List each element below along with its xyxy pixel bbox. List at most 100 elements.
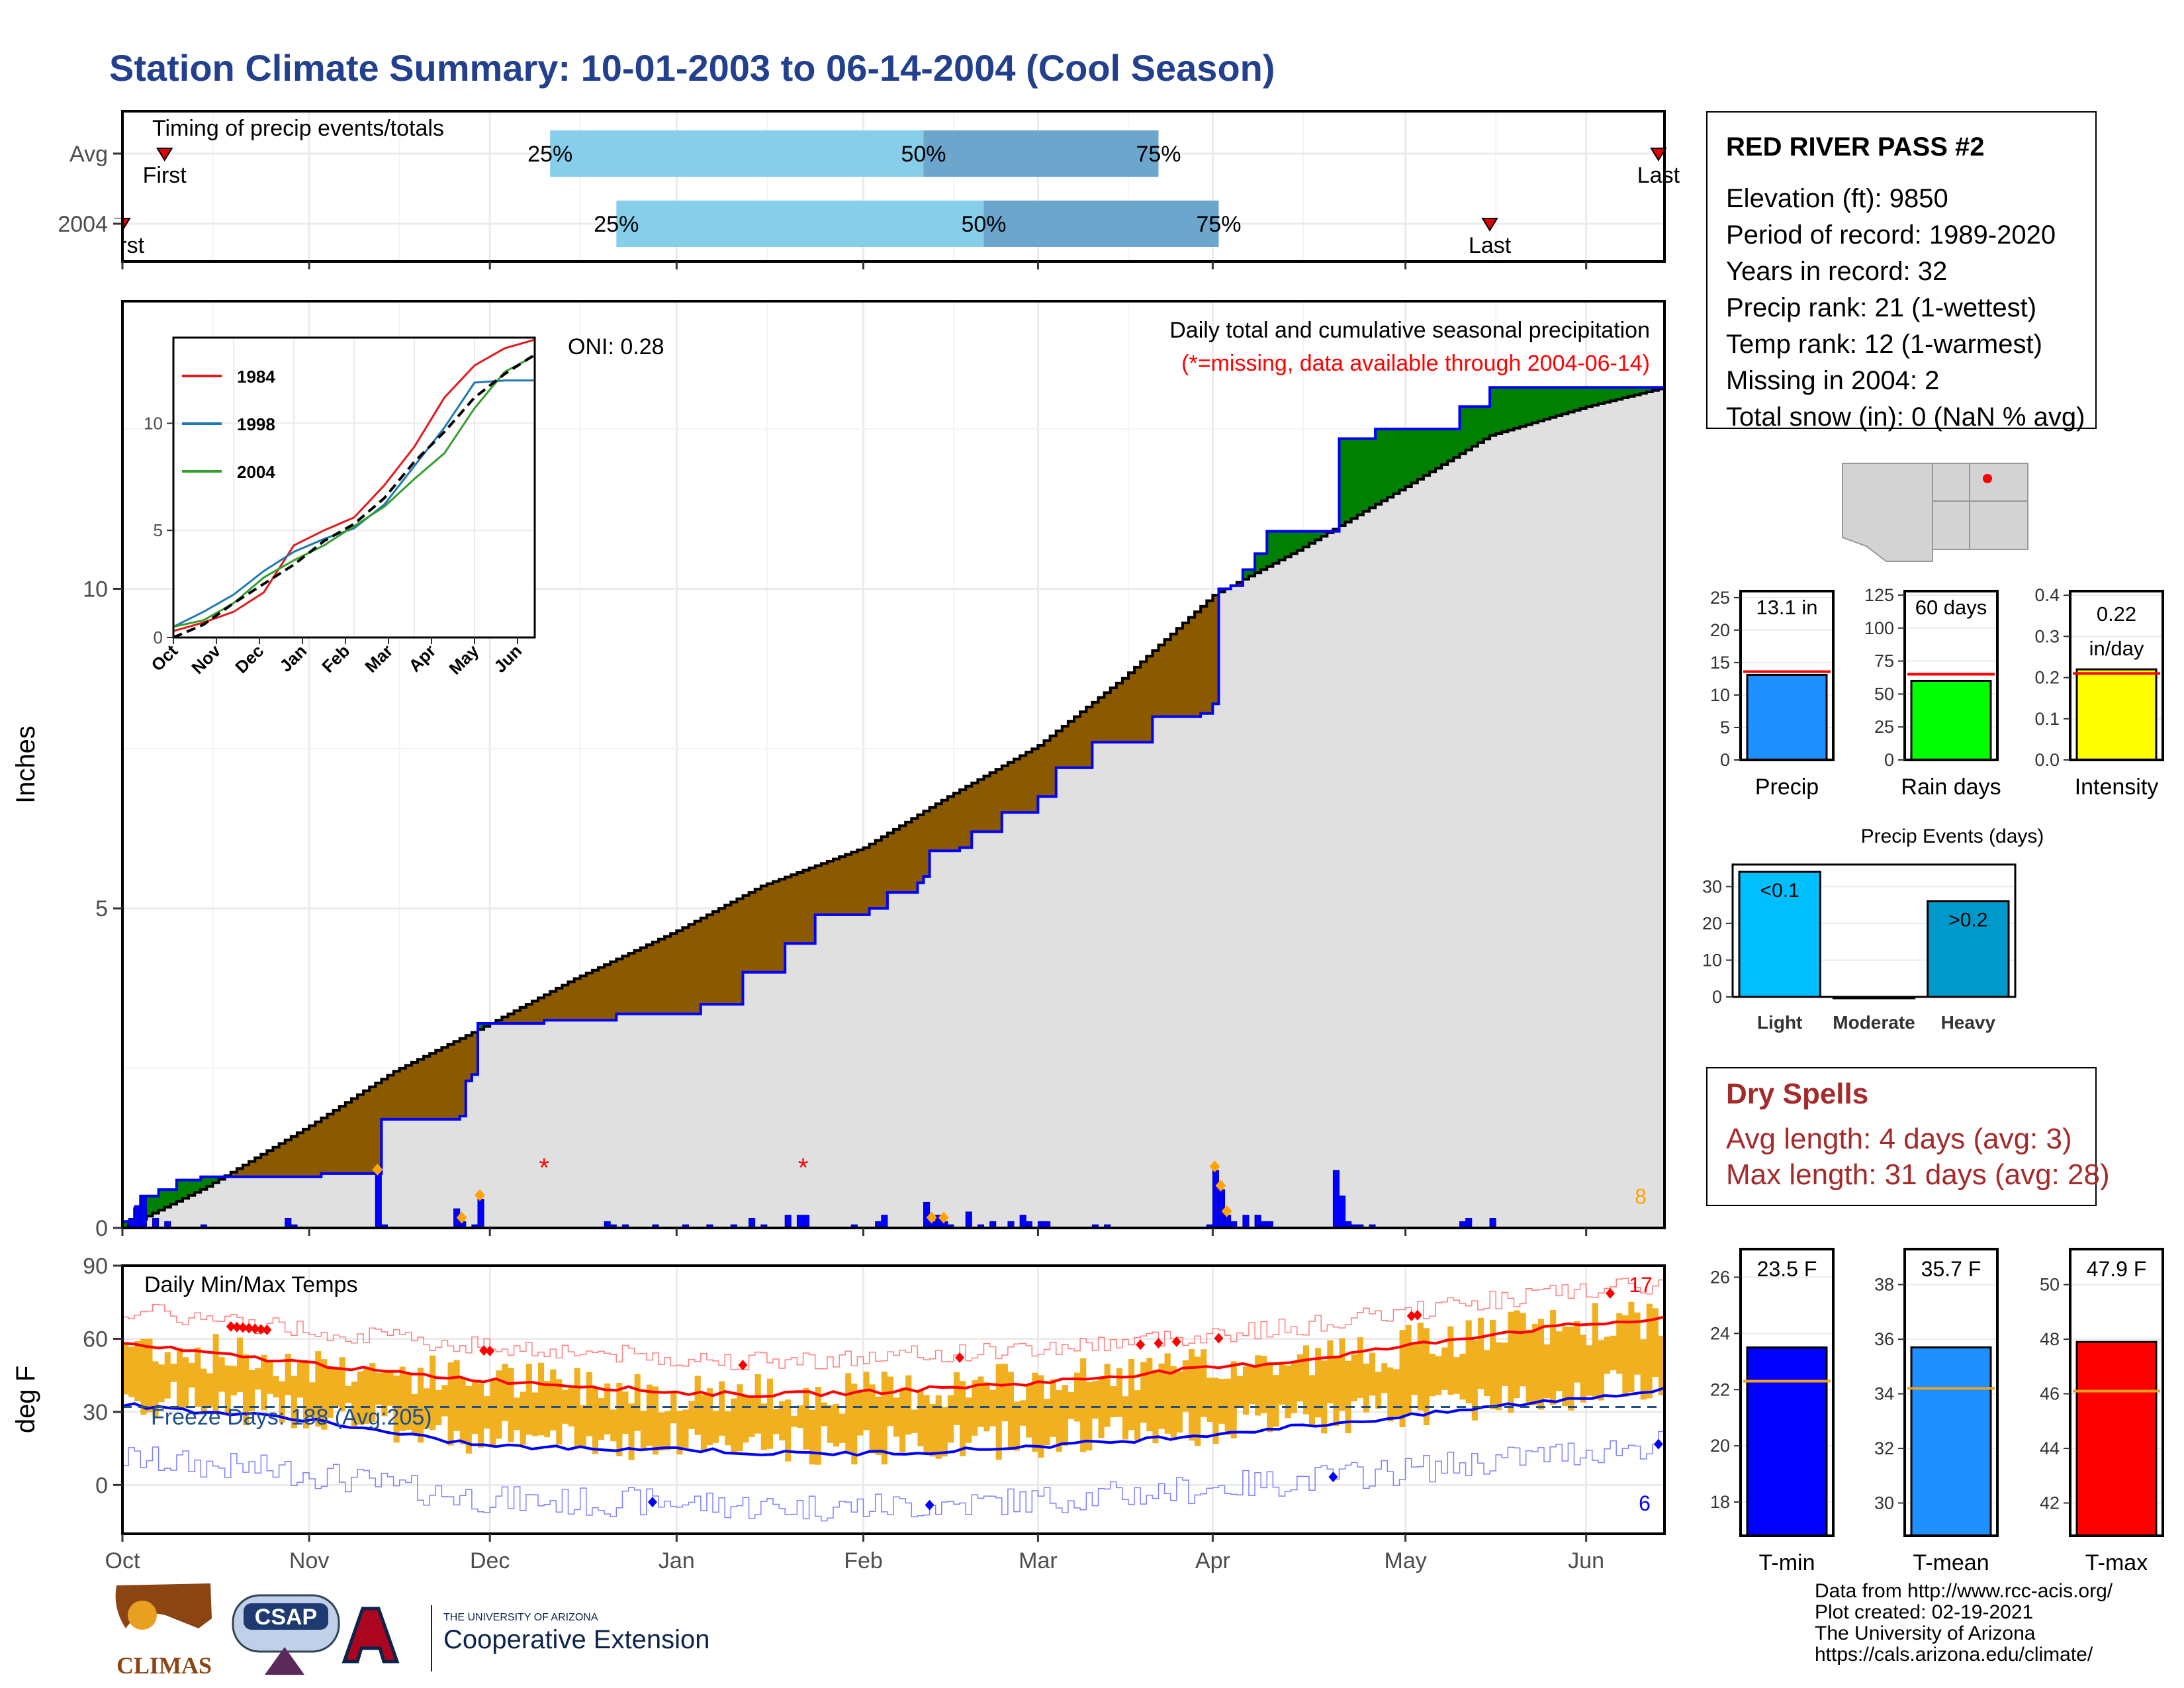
cum-subtitle: (*=missing, data available through 2004-… bbox=[1181, 351, 1650, 376]
logos: CLIMAS CSAP THE UNIVERSITY OF ARIZONA Coope… bbox=[115, 1583, 709, 1679]
events-bar-label-light: <0.1 bbox=[1760, 880, 1799, 902]
station-precip-rank: Precip rank: 21 (1-wettest) bbox=[1726, 293, 2037, 322]
daily-precip-bar bbox=[285, 1218, 292, 1229]
record-high-marker bbox=[232, 1321, 242, 1333]
tsum-0-y-tick-label: 22 bbox=[1710, 1380, 1730, 1399]
record-high-marker bbox=[955, 1352, 965, 1363]
daily-precip-bar bbox=[1019, 1215, 1026, 1229]
timing-q50-75-bar bbox=[983, 201, 1219, 247]
credit-plot-date: Plot created: 02-19-2021 bbox=[1815, 1601, 2034, 1623]
timing-row-label: Avg bbox=[69, 142, 108, 167]
climas-logo-shape bbox=[115, 1583, 212, 1628]
psum-1-frame bbox=[1903, 590, 1999, 761]
daily-precip-bar bbox=[881, 1215, 888, 1229]
daily-precip-bar bbox=[152, 1218, 159, 1229]
timing-q75-label: 75% bbox=[1136, 142, 1181, 167]
psum-2-y-tick-label: 0.2 bbox=[2034, 668, 2060, 688]
daily-precip-bar bbox=[802, 1215, 810, 1229]
dry-spells-avg: Avg length: 4 days (avg: 3) bbox=[1726, 1123, 2072, 1155]
tsum-0-bar bbox=[1746, 1346, 1828, 1537]
psum-0-y-tick-label: 15 bbox=[1710, 653, 1730, 673]
inset-series-1998 bbox=[173, 379, 535, 628]
csap-label-bg bbox=[244, 1603, 328, 1630]
timing-q25-label: 25% bbox=[527, 142, 572, 167]
temp-y-tick-label: 30 bbox=[83, 1400, 108, 1425]
record-high-marker bbox=[1154, 1338, 1163, 1349]
record-high-marker bbox=[485, 1345, 495, 1356]
heavy-precip-marker bbox=[1215, 1180, 1226, 1192]
heavy-precip-marker bbox=[1221, 1205, 1232, 1217]
record-high-marker bbox=[1136, 1339, 1146, 1350]
psum-1-y-tick-label: 125 bbox=[1864, 585, 1894, 605]
map-region bbox=[1842, 463, 2028, 562]
heavy-precip-marker bbox=[456, 1211, 467, 1224]
cum-y-tick-label: 10 bbox=[83, 577, 108, 602]
station-years: Years in record: 32 bbox=[1726, 257, 1948, 286]
credits: Data from http://www.rcc-acis.org/ Plot … bbox=[1815, 1581, 2113, 1665]
temp-title: Daily Min/Max Temps bbox=[144, 1272, 357, 1297]
daily-precip-bar bbox=[784, 1215, 792, 1229]
daily-precip-bar bbox=[1465, 1218, 1473, 1229]
timing-q50-label: 50% bbox=[901, 142, 946, 167]
tsum-0-y-tick-label: 24 bbox=[1710, 1323, 1730, 1343]
station-name: RED RIVER PASS #2 bbox=[1726, 132, 1985, 162]
record-high-marker bbox=[1406, 1311, 1416, 1322]
last-event-label: Last bbox=[1637, 163, 1680, 188]
inset-series-2004 bbox=[173, 355, 535, 628]
psum-1-y-tick-label: 50 bbox=[1874, 684, 1894, 704]
temp-y-tick-label: 60 bbox=[83, 1327, 108, 1352]
daily-precip-bar bbox=[375, 1173, 382, 1229]
record-low-count: 6 bbox=[1639, 1491, 1651, 1515]
tsum-1-y-tick-label: 32 bbox=[1874, 1438, 1894, 1458]
events-bar-label-heavy: >0.2 bbox=[1948, 910, 1987, 931]
tsum-1-frame bbox=[1903, 1248, 1999, 1537]
events-x-label-heavy: Heavy bbox=[1941, 1012, 1996, 1033]
timing-q25-50-bar bbox=[550, 130, 924, 177]
csap-logo-text: CSAP bbox=[255, 1605, 317, 1630]
station-period: Period of record: 1989-2020 bbox=[1726, 220, 2056, 250]
temp-x-tick-label: Apr bbox=[1195, 1548, 1230, 1573]
psum-value-unit-2: in/day bbox=[2089, 637, 2144, 660]
cum-y-tick-label: 0 bbox=[95, 1216, 108, 1241]
station-info-box: RED RIVER PASS #2 Elevation (ft): 9850 P… bbox=[1706, 111, 2097, 432]
inset-y-tick-label: 0 bbox=[154, 628, 163, 647]
psum-value-label-2: 0.22 bbox=[2097, 602, 2136, 626]
record-high-marker bbox=[238, 1322, 248, 1333]
station-location-dot bbox=[1983, 474, 1992, 483]
missing-day-marker: * bbox=[539, 1153, 549, 1182]
timing-q25-label: 25% bbox=[594, 212, 639, 237]
inset-y-tick-label: 5 bbox=[154, 520, 163, 540]
record-high-marker bbox=[1606, 1288, 1615, 1299]
psum-0-frame bbox=[1739, 590, 1835, 761]
daily-precip-bar bbox=[134, 1205, 141, 1229]
cum-2004-line bbox=[122, 386, 1664, 1223]
psum-1-axis-label: Rain days bbox=[1901, 774, 2001, 800]
cum-y-tick-label: 5 bbox=[95, 896, 108, 921]
timing-q50-75-bar bbox=[923, 130, 1159, 177]
psum-0-y-tick-label: 25 bbox=[1710, 588, 1730, 608]
tsum-1-y-tick-label: 38 bbox=[1874, 1275, 1894, 1295]
station-missing: Missing in 2004: 2 bbox=[1726, 366, 1940, 395]
record-high-marker bbox=[250, 1323, 260, 1335]
missing-day-marker: * bbox=[798, 1153, 809, 1182]
avg-min-temp-line bbox=[122, 1386, 1665, 1457]
record-low-marker bbox=[1653, 1438, 1663, 1450]
events-x-label-moderate: Moderate bbox=[1833, 1012, 1915, 1033]
precip-summary-charts: 0 5 10 15 20 25 Precip 13.1 in 0 25 50 75 100 125 Rain… bbox=[1710, 585, 2164, 800]
record-high-line bbox=[122, 1278, 1665, 1370]
ua-logo-big-text: Cooperative Extension bbox=[443, 1625, 709, 1654]
inset-frame bbox=[172, 336, 536, 639]
first-event-marker bbox=[156, 148, 173, 162]
last-event-label: Last bbox=[1469, 233, 1512, 258]
tsum-1-y-tick-label: 30 bbox=[1874, 1493, 1894, 1513]
daily-temp-range-bars bbox=[122, 1301, 1664, 1465]
daily-precip-bar bbox=[1489, 1218, 1496, 1229]
tsum-2-y-tick-label: 46 bbox=[2040, 1384, 2060, 1404]
location-map bbox=[1840, 461, 2030, 564]
psum-0-y-tick-label: 10 bbox=[1710, 685, 1730, 705]
inset-y-tick-label: 10 bbox=[144, 413, 163, 433]
credit-university: The University of Arizona bbox=[1815, 1622, 2036, 1644]
daily-precip-bar bbox=[128, 1218, 135, 1229]
temp-x-tick-label: Jun bbox=[1568, 1548, 1604, 1573]
